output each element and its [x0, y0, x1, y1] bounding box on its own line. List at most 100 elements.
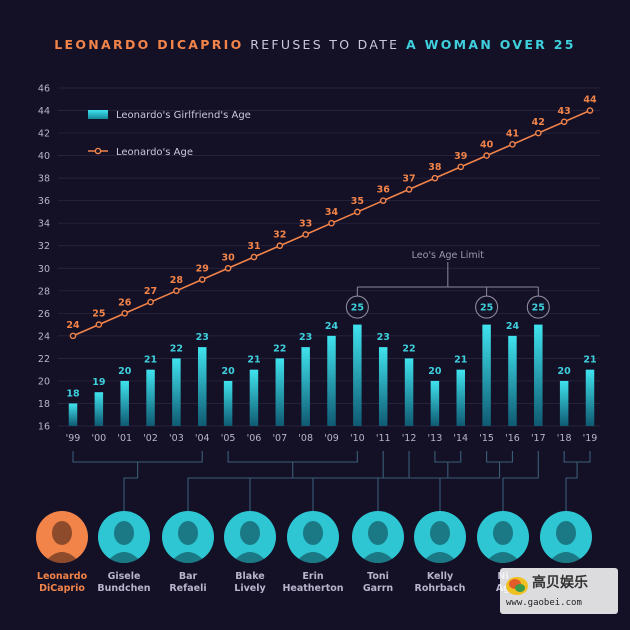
watermark: 高贝娱乐 www.gaobei.com	[500, 568, 618, 614]
girlfriend-age-bar	[120, 380, 129, 426]
legend-leo-label: Leonardo's Age	[116, 147, 193, 158]
leo-age-label: 27	[144, 286, 157, 297]
leo-age-label: 38	[428, 162, 442, 173]
year-range-bracket	[563, 451, 591, 463]
leo-age-label: 25	[92, 309, 105, 320]
portrait-icon	[287, 511, 339, 563]
girlfriend-age-label: 23	[196, 332, 209, 343]
leo-age-point	[69, 332, 77, 340]
person-name-line1: Kelly	[426, 571, 454, 582]
girlfriend-age-label: 22	[170, 343, 183, 354]
girlfriend-age-label: 25	[351, 303, 364, 314]
leo-age-label: 34	[325, 207, 339, 218]
person-name-line2: Refaeli	[169, 583, 207, 594]
person-name: Blake Lively	[205, 571, 295, 595]
girlfriend-age-bar	[508, 335, 517, 426]
y-tick-label: 36	[38, 196, 50, 207]
leo-age-point	[483, 152, 490, 159]
girlfriend-age-label: 19	[92, 377, 105, 388]
x-tick-label: '07	[272, 433, 287, 444]
y-tick-label: 34	[38, 219, 50, 230]
leo-age-point	[405, 186, 413, 193]
leo-age-label: 42	[532, 117, 545, 128]
avatar	[477, 511, 529, 563]
y-tick-label: 38	[38, 174, 50, 185]
girlfriend-age-bar	[198, 347, 207, 426]
girlfriend-age-label: 22	[273, 343, 286, 354]
watermark-url: www.gaobei.com	[506, 598, 582, 608]
legend-girlfriend-label: Leonardo's Girlfriend's Age	[116, 110, 251, 121]
leo-age-label: 30	[221, 252, 235, 263]
girlfriend-age-label: 24	[506, 321, 520, 332]
x-tick-label: '09	[324, 433, 339, 444]
girlfriend-age-bar	[456, 369, 465, 426]
girlfriend-age-bar	[68, 403, 78, 426]
watermark-text: 高贝娱乐	[532, 575, 588, 591]
y-tick-label: 32	[38, 241, 50, 252]
y-tick-label: 18	[38, 399, 50, 410]
avatar	[352, 511, 404, 563]
legend-bar-swatch	[88, 110, 108, 119]
girlfriend-age-bar	[430, 380, 440, 426]
leo-age-point	[560, 118, 568, 126]
y-tick-label: 22	[38, 354, 50, 365]
y-tick-label: 40	[38, 151, 50, 162]
girlfriend-age-bar	[404, 358, 414, 426]
x-tick-label: '05	[221, 433, 236, 444]
leo-age-label: 28	[170, 275, 184, 286]
y-tick-label: 46	[38, 84, 50, 95]
person-name: Gisele Bundchen	[79, 571, 169, 595]
leo-age-point	[250, 253, 258, 261]
x-tick-label: '99	[66, 433, 81, 444]
x-tick-label: '02	[143, 433, 158, 444]
portrait-icon	[414, 511, 466, 563]
leo-age-point	[431, 174, 439, 182]
girlfriend-age-bar	[585, 369, 595, 426]
person-name-line1: Erin	[302, 571, 324, 582]
leo-age-label: 24	[66, 320, 80, 331]
x-tick-label: '00	[91, 433, 106, 444]
leo-age-point	[328, 219, 335, 227]
x-tick-label: '18	[557, 433, 572, 444]
person-name-line2: Lively	[234, 583, 266, 594]
leo-age-point	[379, 197, 387, 204]
leo-age-point	[224, 264, 232, 272]
y-tick-label: 26	[38, 309, 50, 320]
x-tick-label: '04	[195, 433, 210, 444]
girlfriend-age-bar	[378, 347, 388, 426]
girlfriend-age-label: 22	[402, 343, 415, 354]
leo-age-point	[173, 287, 180, 295]
leo-age-label: 35	[351, 196, 364, 207]
x-tick-label: '17	[531, 433, 546, 444]
girlfriend-age-bar	[353, 324, 362, 426]
person-name: Kelly Rohrbach	[395, 571, 485, 595]
portrait-icon	[162, 511, 214, 563]
x-tick-label: '11	[376, 433, 391, 444]
person-name-line2: Rohrbach	[414, 583, 466, 594]
x-tick-label: '19	[583, 433, 598, 444]
girlfriend-age-label: 20	[221, 366, 235, 377]
avatar	[36, 511, 88, 563]
person-name-line1: Bar	[178, 571, 198, 582]
leo-age-point	[457, 163, 465, 171]
person-connector	[502, 451, 539, 512]
portrait-icon	[224, 511, 276, 563]
person-connector	[187, 462, 294, 512]
leo-age-point	[354, 208, 361, 216]
person-name-line2: DiCaprio	[39, 583, 85, 594]
title-part-age: A WOMAN OVER 25	[406, 37, 576, 52]
girlfriend-age-bar	[534, 324, 543, 426]
girlfriend-age-label: 23	[299, 332, 312, 343]
girlfriend-age-label: 21	[144, 355, 157, 366]
leo-age-point	[509, 141, 516, 148]
person-name-line1: Leonardo	[36, 571, 88, 582]
girlfriend-age-bar	[559, 380, 569, 426]
girlfriend-age-label: 21	[454, 355, 467, 366]
x-tick-label: '12	[402, 433, 417, 444]
x-tick-label: '10	[350, 433, 365, 444]
avatar	[540, 511, 592, 563]
leo-age-label: 32	[273, 230, 286, 241]
legend: Leonardo's Girlfriend's Age Leonardo's A…	[88, 110, 251, 158]
person-name-line2: Heatherton	[282, 583, 344, 594]
leo-age-label: 41	[506, 128, 519, 139]
